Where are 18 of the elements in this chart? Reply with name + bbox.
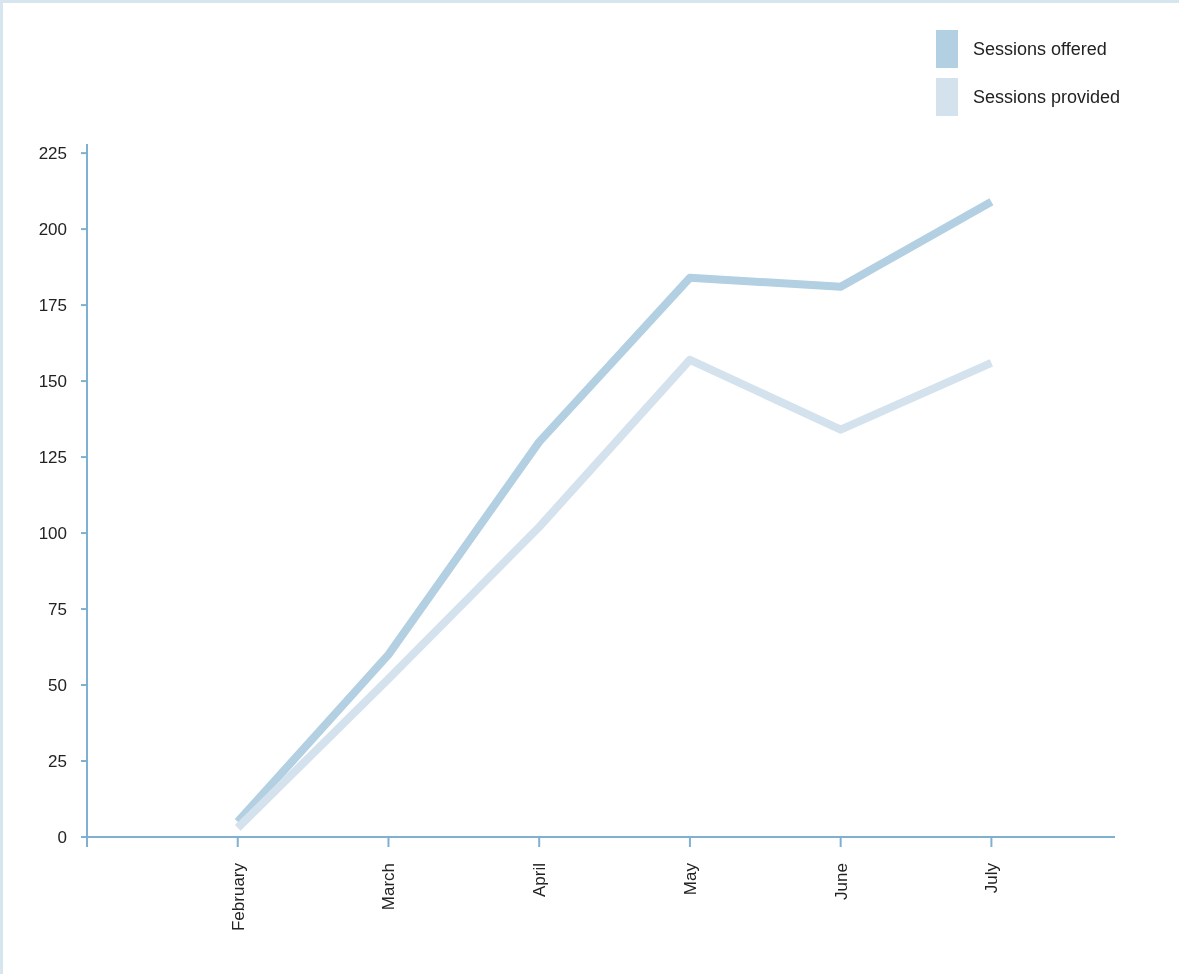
y-tick-label: 225 xyxy=(38,144,67,164)
y-tick-label: 150 xyxy=(38,372,67,392)
x-tick-label: February xyxy=(228,862,248,932)
y-tick-label: 50 xyxy=(48,675,67,695)
legend-label: Sessions offered xyxy=(973,39,1107,60)
y-tick-label: 125 xyxy=(38,448,67,468)
x-tick-label: April xyxy=(530,863,550,898)
y-tick-label: 100 xyxy=(38,524,67,543)
y-tick-label: 175 xyxy=(38,296,67,316)
y-tick-label: 200 xyxy=(38,220,67,240)
y-tick-label: 25 xyxy=(48,751,67,771)
y-tick-label: 0 xyxy=(57,827,67,847)
x-tick-label: March xyxy=(379,863,399,911)
x-tick-label: July xyxy=(982,862,1002,894)
x-tick-label: June xyxy=(831,863,851,900)
x-tick-label: May xyxy=(680,862,700,896)
legend-label: Sessions provided xyxy=(973,87,1121,108)
y-tick-label: 75 xyxy=(48,599,67,619)
